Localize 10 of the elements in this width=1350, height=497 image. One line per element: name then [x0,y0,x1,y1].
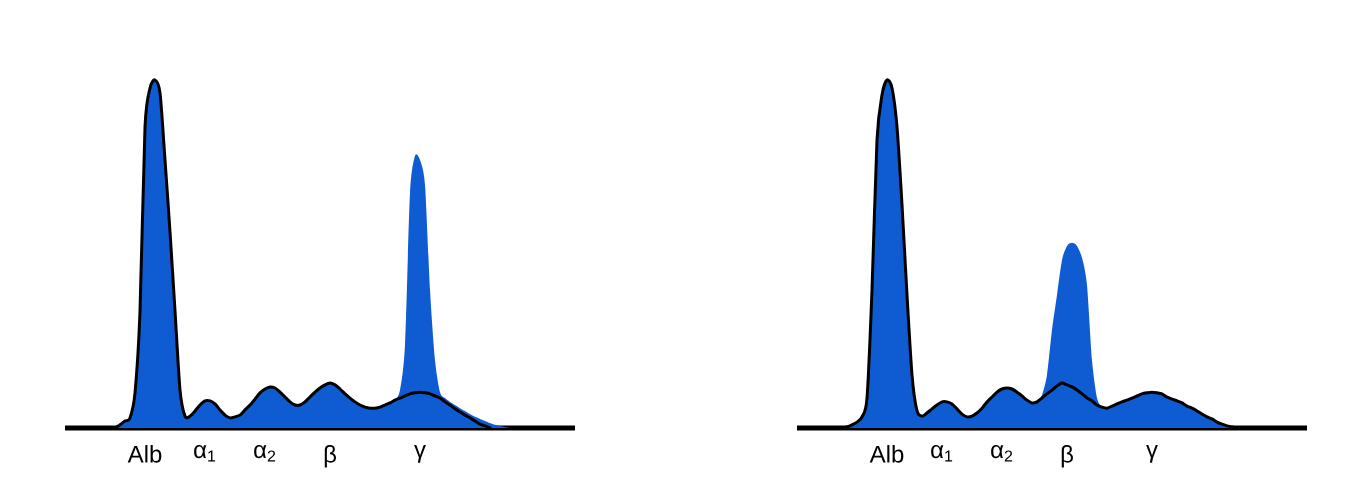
x-tick-label: α$_{2}$ [254,445,276,462]
x-tick-label: α$_{2}$ [991,445,1013,462]
x-tick-label: α$_{1}$ [931,445,953,462]
x-tick-label: γ [1146,445,1158,463]
x-tick-label: β [1061,445,1073,468]
x-tick-label: α$_{1}$ [194,445,216,462]
x-tick-label: γ [414,445,426,463]
x-tick-label: β [324,445,336,468]
x-tick-label: Alb [127,445,162,463]
x-tick-label: Alb [869,445,904,463]
